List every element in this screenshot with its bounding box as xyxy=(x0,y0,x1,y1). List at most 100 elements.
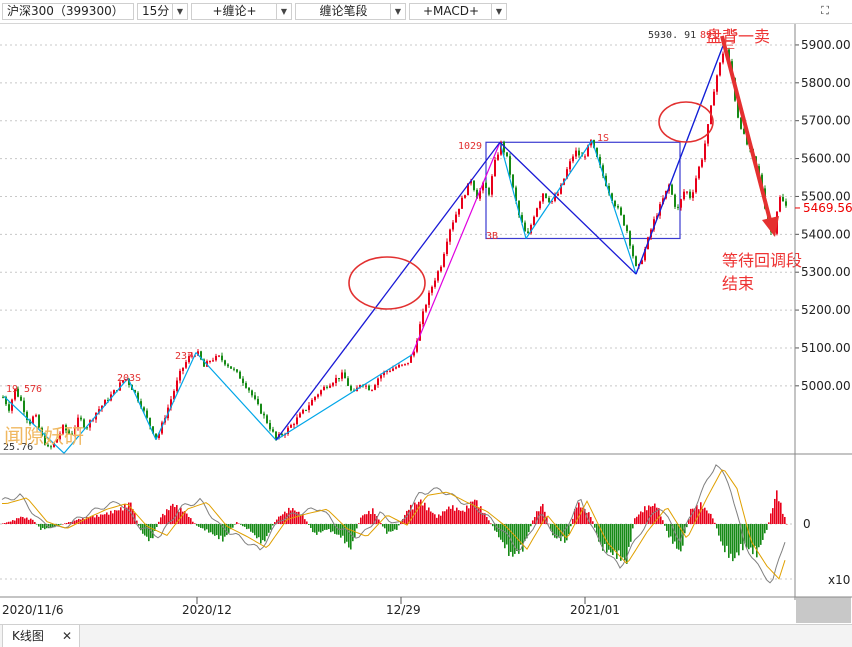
macd-bar xyxy=(66,522,68,524)
candle-body xyxy=(485,182,487,188)
macd-bar xyxy=(654,503,656,524)
macd-bar xyxy=(616,524,618,559)
macd-bar xyxy=(708,513,710,524)
candle-body xyxy=(428,292,430,305)
candle-body xyxy=(425,304,427,312)
macd-bar xyxy=(144,524,146,536)
candle-body xyxy=(596,147,598,157)
indicator-select-3[interactable]: +MACD+ ▼ xyxy=(409,3,507,20)
macd-bar xyxy=(378,519,380,524)
macd-bar xyxy=(472,501,474,524)
macd-bar xyxy=(478,508,480,524)
macd-bar xyxy=(214,524,216,536)
candle-body xyxy=(521,215,523,223)
macd-bar xyxy=(432,512,434,524)
macd-bar xyxy=(78,518,80,524)
macd-bar xyxy=(168,510,170,524)
tab-kline[interactable]: K线图 ✕ xyxy=(2,625,80,647)
bi-line xyxy=(63,377,129,454)
macd-bar xyxy=(218,524,220,540)
macd-bar xyxy=(466,505,468,524)
candle-body xyxy=(434,280,436,287)
fullscreen-icon[interactable]: ⛶ xyxy=(821,4,829,17)
macd-bar xyxy=(320,524,322,533)
macd-bar xyxy=(562,524,564,537)
candle-body xyxy=(23,400,25,412)
candle-body xyxy=(239,371,241,379)
macd-bar xyxy=(68,522,70,524)
candle-body xyxy=(128,379,130,385)
macd-bar xyxy=(398,524,400,526)
macd-bar xyxy=(104,514,106,524)
macd-bar xyxy=(10,521,12,524)
candle-body xyxy=(548,197,550,202)
macd-bar xyxy=(200,524,202,528)
symbol-label: 沪深300（399300） xyxy=(7,4,124,18)
macd-bar xyxy=(438,514,440,524)
macd-bar xyxy=(424,502,426,524)
candle-body xyxy=(380,375,382,379)
macd-bar xyxy=(628,524,630,547)
candle-body xyxy=(179,370,181,381)
macd-bar xyxy=(156,524,158,527)
candle-body xyxy=(347,378,349,386)
macd-bar xyxy=(772,508,774,524)
indicator-select-1[interactable]: +缠论+ ▼ xyxy=(191,3,292,20)
macd-bar xyxy=(234,524,236,525)
macd-bar xyxy=(58,524,60,526)
macd-bar xyxy=(758,524,760,548)
macd-bar xyxy=(564,524,566,543)
candle-body xyxy=(632,245,634,257)
macd-bar xyxy=(744,524,746,544)
candle-body xyxy=(371,389,373,391)
macd-bar xyxy=(508,524,510,556)
macd-bar xyxy=(280,515,282,524)
macd-bar xyxy=(778,501,780,524)
candle-body xyxy=(338,377,340,379)
bi-line xyxy=(127,377,157,440)
candle-body xyxy=(779,197,781,212)
macd-bar xyxy=(702,508,704,524)
close-icon[interactable]: ✕ xyxy=(61,629,72,643)
macd-bar xyxy=(774,498,776,524)
candle-body xyxy=(260,404,262,414)
macd-bar xyxy=(250,524,252,532)
macd-bar xyxy=(566,524,568,541)
candle-body xyxy=(314,396,316,400)
macd-bar xyxy=(554,524,556,538)
macd-bar xyxy=(242,524,244,527)
macd-bar xyxy=(182,511,184,524)
candle-body xyxy=(422,311,424,325)
indicator-select-2[interactable]: 缠论笔段 ▼ xyxy=(295,3,406,20)
candle-body xyxy=(86,427,88,429)
candle-body xyxy=(221,355,223,361)
macd-bar xyxy=(732,524,734,562)
candle-body xyxy=(545,193,547,198)
macd-bar xyxy=(596,524,598,535)
symbol-select[interactable]: 沪深300（399300） xyxy=(2,3,134,20)
macd-bar xyxy=(140,524,142,531)
period-select[interactable]: 15分 ▼ xyxy=(137,3,188,20)
macd-bar xyxy=(580,507,582,524)
macd-bar xyxy=(524,524,526,542)
macd-bar xyxy=(400,522,402,524)
candle-body xyxy=(416,340,418,352)
macd-bar xyxy=(12,520,14,524)
macd-bar xyxy=(108,514,110,524)
candle-body xyxy=(200,351,202,360)
candle-body xyxy=(59,433,61,440)
candle-body xyxy=(29,420,31,424)
macd-bar xyxy=(430,511,432,524)
y-tick-label: 5300.00 xyxy=(801,265,851,279)
macd-bar xyxy=(276,519,278,524)
macd-bar xyxy=(296,511,298,524)
macd-bar xyxy=(332,524,334,532)
macd-bar xyxy=(312,524,314,533)
candle-body xyxy=(404,363,406,365)
macd-bar xyxy=(74,520,76,524)
macd-bar xyxy=(148,524,150,542)
macd-bar xyxy=(128,502,130,524)
macd-bar xyxy=(146,524,148,537)
candle-body xyxy=(587,145,589,157)
macd-bar xyxy=(406,510,408,524)
